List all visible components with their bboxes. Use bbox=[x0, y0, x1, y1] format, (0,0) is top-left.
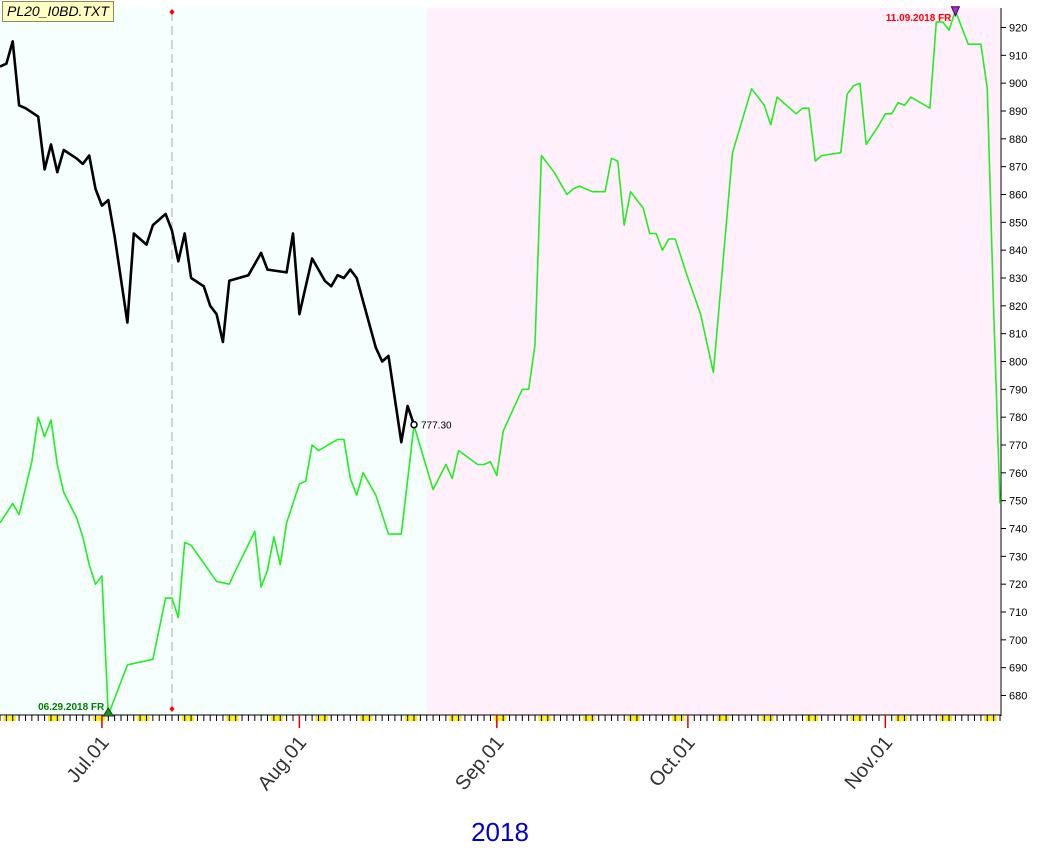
y-tick-label: 790 bbox=[1009, 384, 1027, 396]
y-tick-label: 830 bbox=[1009, 273, 1027, 285]
high-label: 11.09.2018 FR bbox=[886, 13, 952, 24]
y-tick-label: 880 bbox=[1009, 134, 1027, 146]
y-tick-label: 820 bbox=[1009, 301, 1027, 313]
x-tick-label: Aug.01 bbox=[254, 732, 312, 795]
y-tick-label: 730 bbox=[1009, 551, 1027, 563]
chart-title: PL20_I0BD.TXT bbox=[2, 1, 114, 22]
high-marker bbox=[950, 6, 961, 18]
x-tick-label: Jul.01 bbox=[63, 732, 114, 787]
y-tick-label: 720 bbox=[1009, 579, 1027, 591]
x-tick-label: Oct.01 bbox=[645, 732, 700, 791]
marker-diamond-bottom bbox=[169, 706, 175, 712]
y-tick-label: 810 bbox=[1009, 329, 1027, 341]
series-line-black bbox=[0, 40, 416, 444]
x-tick-label: Nov.01 bbox=[841, 732, 898, 794]
y-tick-label: 710 bbox=[1009, 607, 1027, 619]
y-tick-label: 870 bbox=[1009, 162, 1027, 174]
y-tick-label: 690 bbox=[1009, 663, 1027, 675]
y-tick-label: 840 bbox=[1009, 245, 1027, 257]
y-tick-label: 700 bbox=[1009, 635, 1027, 647]
series-line-green bbox=[0, 10, 1001, 716]
y-tick-label: 890 bbox=[1009, 106, 1027, 118]
y-tick-label: 780 bbox=[1009, 412, 1027, 424]
y-tick-label: 850 bbox=[1009, 217, 1027, 229]
x-tick-label: Sep.01 bbox=[451, 732, 509, 795]
year-label: 2018 bbox=[471, 817, 529, 847]
last-value-label: 777.30 bbox=[421, 421, 452, 432]
y-tick-label: 800 bbox=[1009, 357, 1027, 369]
y-tick-label: 770 bbox=[1009, 440, 1027, 452]
y-tick-label: 900 bbox=[1009, 78, 1027, 90]
y-tick-label: 910 bbox=[1009, 50, 1027, 62]
marker-diamond-top bbox=[169, 9, 175, 15]
low-marker bbox=[102, 707, 115, 717]
region-history bbox=[0, 8, 427, 715]
y-tick-label: 860 bbox=[1009, 189, 1027, 201]
y-tick-label: 920 bbox=[1009, 22, 1027, 34]
y-tick-label: 740 bbox=[1009, 524, 1027, 536]
low-label: 06.29.2018 FR bbox=[38, 702, 105, 713]
y-tick-label: 680 bbox=[1009, 691, 1027, 703]
last-value-marker bbox=[410, 420, 418, 429]
y-tick-label: 760 bbox=[1009, 468, 1027, 480]
region-forecast bbox=[426, 8, 1000, 715]
y-tick-label: 750 bbox=[1009, 496, 1027, 508]
